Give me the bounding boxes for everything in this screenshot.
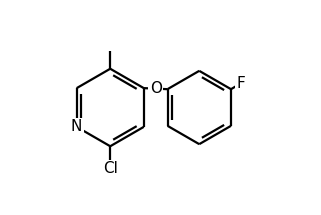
Text: O: O (150, 81, 162, 96)
Text: Cl: Cl (103, 161, 118, 176)
Text: F: F (237, 76, 245, 91)
Text: N: N (71, 119, 82, 134)
